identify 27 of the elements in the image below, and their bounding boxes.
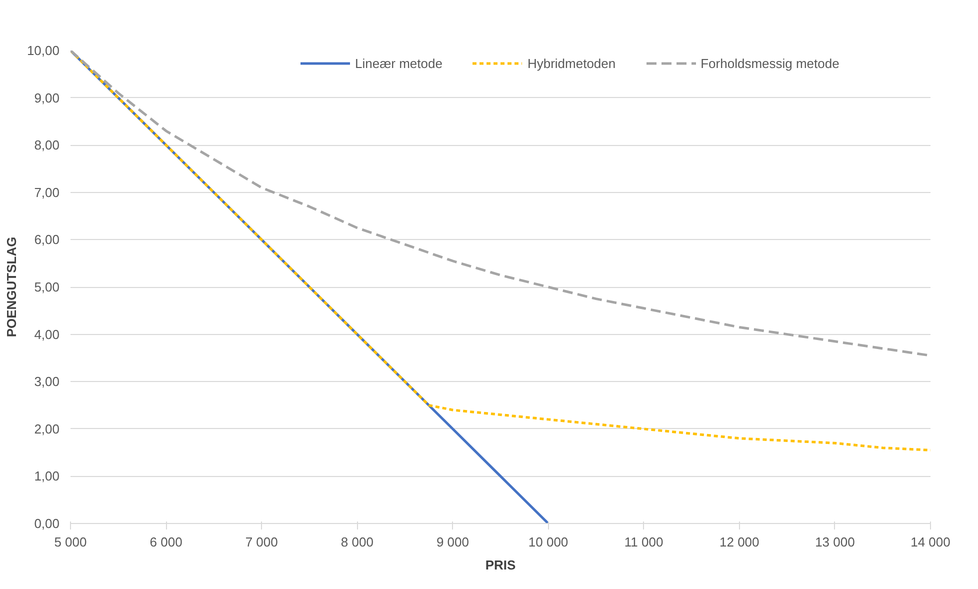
y-axis-title: POENGUTSLAG — [4, 236, 19, 338]
legend-label: Lineær metode — [355, 56, 442, 70]
x-tick-label: 6 000 — [150, 534, 182, 550]
legend-label: Forholdsmessig metode — [700, 56, 840, 70]
x-tick-label: 9 000 — [436, 534, 470, 550]
x-tick-label: 7 000 — [245, 534, 278, 550]
y-tick-label: 6,00 — [34, 232, 60, 248]
x-tick-label: 12 000 — [720, 534, 760, 550]
x-tick-label: 10 000 — [528, 534, 568, 550]
y-tick-label: 4,00 — [34, 326, 60, 342]
y-tick-label: 0,00 — [34, 516, 60, 531]
x-tick-label: 14 000 — [910, 534, 950, 550]
x-tick-label: 13 000 — [815, 534, 855, 550]
y-tick-label: 3,00 — [34, 374, 60, 390]
x-tick-label: 5 000 — [54, 534, 87, 550]
x-tick-label: 8 000 — [340, 534, 374, 550]
y-tick-label: 8,00 — [34, 138, 60, 153]
y-tick-label: 9,00 — [34, 90, 60, 106]
legend-label: Hybridmetoden — [527, 56, 616, 70]
y-tick-label: 1,00 — [34, 468, 60, 484]
y-tick-label: 7,00 — [34, 184, 60, 200]
x-tick-label: 11 000 — [624, 534, 664, 550]
line-series — [70, 50, 930, 452]
y-tick-label: 5,00 — [34, 280, 60, 294]
x-axis-title: PRIS — [485, 558, 516, 572]
y-tick-label: 10,00 — [26, 43, 60, 58]
y-tick-label: 2,00 — [34, 421, 60, 436]
